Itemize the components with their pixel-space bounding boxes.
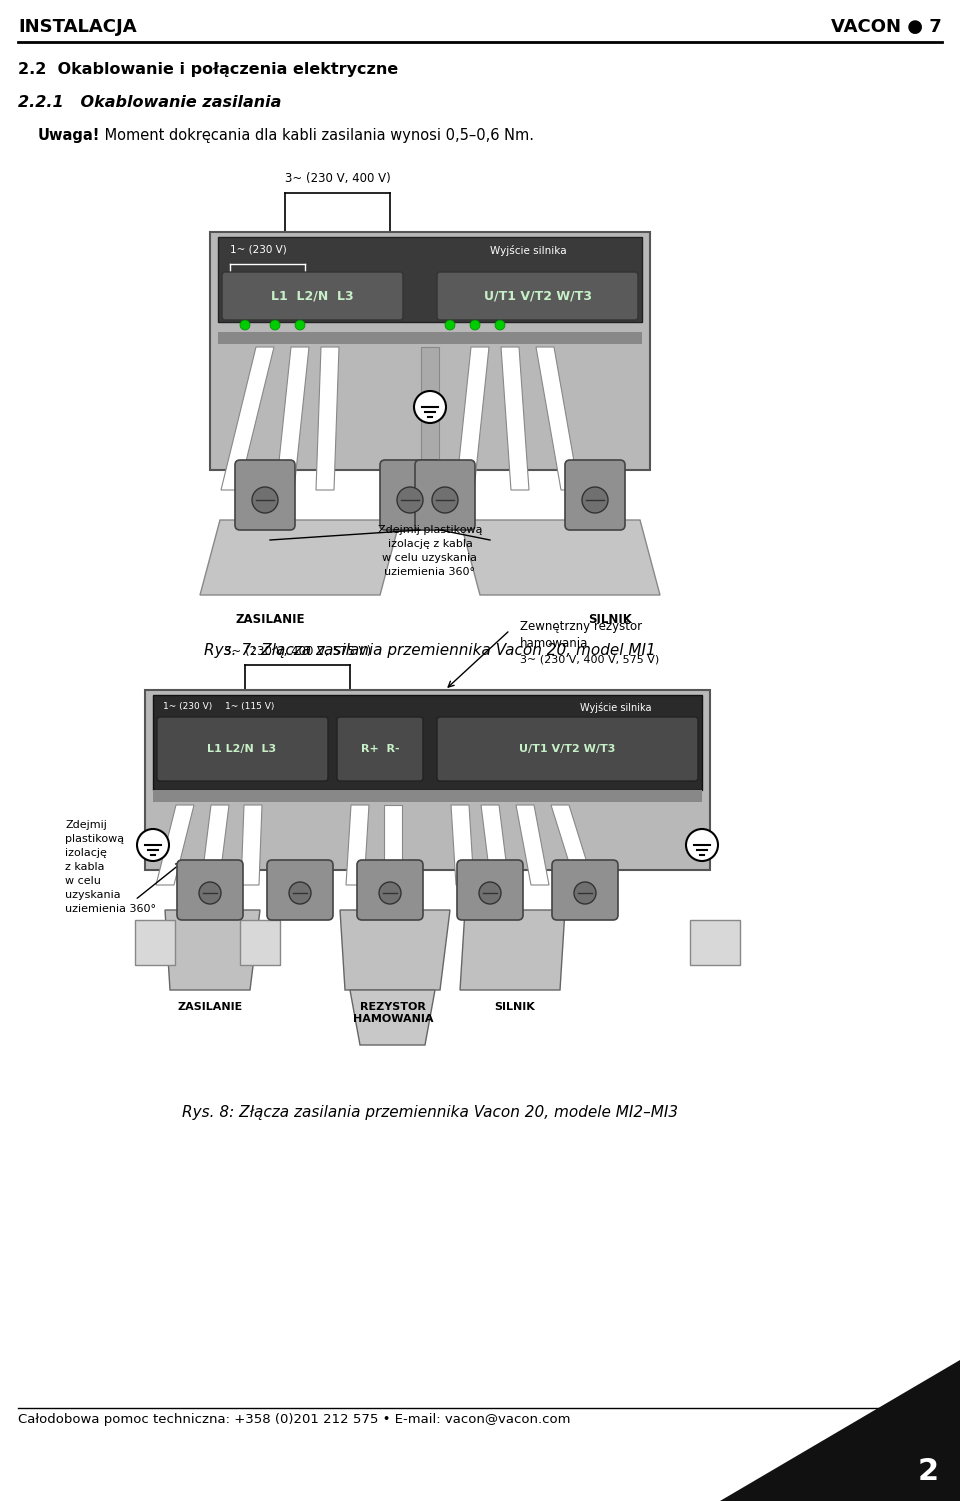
- Text: ZASILANIE: ZASILANIE: [235, 612, 304, 626]
- Circle shape: [379, 883, 401, 904]
- FancyBboxPatch shape: [552, 860, 618, 920]
- Text: Moment dokręcania dla kabli zasilania wynosi 0,5–0,6 Nm.: Moment dokręcania dla kabli zasilania wy…: [100, 128, 534, 143]
- Circle shape: [199, 883, 221, 904]
- Polygon shape: [200, 519, 400, 594]
- Circle shape: [137, 829, 169, 862]
- Polygon shape: [340, 910, 450, 991]
- FancyBboxPatch shape: [235, 459, 295, 530]
- Text: INSTALACJA: INSTALACJA: [18, 18, 136, 36]
- Text: U/T1 V/T2 W/T3: U/T1 V/T2 W/T3: [519, 744, 615, 754]
- Text: Wyjście silnika: Wyjście silnika: [490, 245, 566, 257]
- Polygon shape: [456, 347, 489, 489]
- Circle shape: [240, 320, 250, 330]
- Polygon shape: [720, 1360, 960, 1501]
- Text: 3~ (230 V, 400 V): 3~ (230 V, 400 V): [284, 173, 391, 185]
- Bar: [153, 790, 702, 802]
- Text: R+  R-: R+ R-: [361, 744, 399, 754]
- Polygon shape: [201, 805, 229, 886]
- Polygon shape: [421, 347, 439, 489]
- Circle shape: [495, 320, 505, 330]
- Text: Rys. 7: Złącza zasilania przemiennika Vacon 20, model MI1: Rys. 7: Złącza zasilania przemiennika Va…: [204, 642, 656, 657]
- FancyBboxPatch shape: [380, 459, 440, 530]
- Polygon shape: [316, 347, 339, 489]
- FancyBboxPatch shape: [337, 717, 423, 781]
- Text: 1~ (230 V): 1~ (230 V): [163, 702, 212, 711]
- Text: U/T1 V/T2 W/T3: U/T1 V/T2 W/T3: [484, 290, 591, 303]
- Text: 3~ (230 V, 400 V, 575 V): 3~ (230 V, 400 V, 575 V): [520, 654, 660, 665]
- Polygon shape: [165, 910, 260, 991]
- Circle shape: [445, 320, 455, 330]
- FancyBboxPatch shape: [415, 459, 475, 530]
- FancyBboxPatch shape: [457, 860, 523, 920]
- FancyBboxPatch shape: [177, 860, 243, 920]
- Text: Zewnętrzny rezystor
hamowania: Zewnętrzny rezystor hamowania: [520, 620, 642, 650]
- Text: Zdejmij plastikową
izolację z kabla
w celu uzyskania
uziemienia 360°: Zdejmij plastikową izolację z kabla w ce…: [377, 525, 482, 576]
- Text: 2.2  Okablowanie i połączenia elektryczne: 2.2 Okablowanie i połączenia elektryczne: [18, 62, 398, 77]
- Circle shape: [686, 829, 718, 862]
- FancyBboxPatch shape: [222, 272, 403, 320]
- Bar: [218, 332, 642, 344]
- Polygon shape: [135, 920, 175, 965]
- Circle shape: [270, 320, 280, 330]
- FancyBboxPatch shape: [157, 717, 328, 781]
- Polygon shape: [384, 805, 402, 886]
- FancyBboxPatch shape: [267, 860, 333, 920]
- Polygon shape: [690, 920, 740, 965]
- Text: Uwaga!: Uwaga!: [38, 128, 101, 143]
- Text: Całodobowa pomoc techniczna: +358 (0)201 212 575 • E-mail: vacon@vacon.com: Całodobowa pomoc techniczna: +358 (0)201…: [18, 1412, 570, 1426]
- Circle shape: [582, 486, 608, 513]
- Bar: [145, 690, 710, 871]
- Bar: [218, 237, 642, 323]
- Text: 1~ (115 V): 1~ (115 V): [225, 702, 275, 711]
- Polygon shape: [501, 347, 529, 489]
- Polygon shape: [240, 920, 280, 965]
- Text: 2.2.1   Okablowanie zasilania: 2.2.1 Okablowanie zasilania: [18, 95, 281, 110]
- Circle shape: [295, 320, 305, 330]
- Text: VACON ● 7: VACON ● 7: [831, 18, 942, 36]
- Polygon shape: [516, 805, 549, 886]
- Circle shape: [574, 883, 596, 904]
- Text: L1  L2/N  L3: L1 L2/N L3: [271, 290, 354, 303]
- Circle shape: [289, 883, 311, 904]
- Polygon shape: [451, 805, 474, 886]
- Circle shape: [470, 320, 480, 330]
- FancyBboxPatch shape: [357, 860, 423, 920]
- FancyBboxPatch shape: [565, 459, 625, 530]
- Circle shape: [414, 390, 446, 423]
- Circle shape: [252, 486, 278, 513]
- Polygon shape: [536, 347, 579, 489]
- Polygon shape: [241, 805, 262, 886]
- Bar: [210, 233, 650, 470]
- Polygon shape: [156, 805, 194, 886]
- Circle shape: [397, 486, 423, 513]
- Text: Wyjście silnika: Wyjście silnika: [580, 702, 652, 713]
- Polygon shape: [221, 347, 274, 489]
- Polygon shape: [460, 519, 660, 594]
- Polygon shape: [460, 910, 565, 991]
- Polygon shape: [481, 805, 509, 886]
- Text: 1~ (230 V): 1~ (230 V): [230, 245, 287, 255]
- Text: Zdejmij
plastikową
izolację
z kabla
w celu
uzyskania
uziemienia 360°: Zdejmij plastikową izolację z kabla w ce…: [65, 820, 156, 914]
- Circle shape: [432, 486, 458, 513]
- Text: REZYSTOR
HAMOWANIA: REZYSTOR HAMOWANIA: [352, 1003, 433, 1024]
- Polygon shape: [346, 805, 369, 886]
- Text: Rys. 8: Złącza zasilania przemiennika Vacon 20, modele MI2–MI3: Rys. 8: Złącza zasilania przemiennika Va…: [182, 1105, 678, 1120]
- Text: ZASILANIE: ZASILANIE: [178, 1003, 243, 1012]
- Text: SILNIK: SILNIK: [588, 612, 632, 626]
- Bar: [153, 695, 702, 790]
- Text: 3~ (230 V, 400 V, 575 V): 3~ (230 V, 400 V, 575 V): [224, 645, 372, 657]
- Text: L1 L2/N  L3: L1 L2/N L3: [207, 744, 276, 754]
- Text: SILNIK: SILNIK: [494, 1003, 536, 1012]
- FancyBboxPatch shape: [437, 272, 638, 320]
- Text: 2: 2: [918, 1457, 939, 1486]
- Polygon shape: [551, 805, 594, 886]
- FancyBboxPatch shape: [437, 717, 698, 781]
- Circle shape: [479, 883, 501, 904]
- Polygon shape: [350, 991, 435, 1045]
- Polygon shape: [276, 347, 309, 489]
